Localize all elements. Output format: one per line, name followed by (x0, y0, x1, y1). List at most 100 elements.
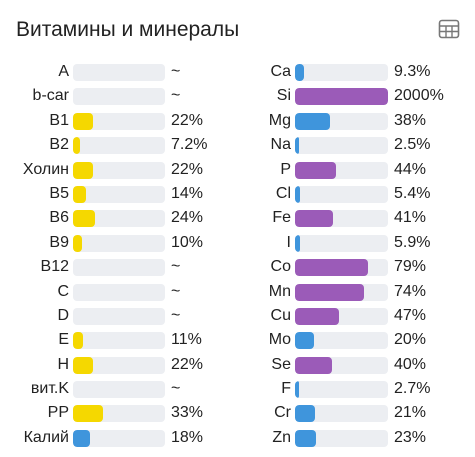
mineral-bar-fill (295, 283, 364, 301)
mineral-label: Fe (272, 209, 291, 227)
mineral-bar-track (295, 259, 388, 277)
mineral-row: P 44% (236, 158, 475, 182)
mineral-value: 41% (394, 209, 427, 227)
mineral-label: Na (270, 136, 291, 154)
mineral-value: 47% (394, 306, 427, 324)
vitamin-value: 10% (171, 233, 204, 251)
vitamin-bar-fill (73, 185, 86, 203)
vitamin-bar-track (73, 405, 165, 423)
mineral-label: I (286, 233, 291, 251)
vitamins-column: A ~ b-car ~ B1 22% B2 7.2% Холин 22% B5 14% B6 24% B9 1… (0, 60, 235, 450)
vitamin-row: D ~ (0, 304, 235, 328)
vitamin-row: Калий 18% (0, 426, 235, 450)
mineral-bar-fill (295, 64, 304, 81)
vitamin-label: B9 (49, 233, 69, 251)
mineral-row: Si 2000% (236, 84, 475, 108)
vitamin-value: 22% (171, 111, 204, 129)
mineral-label: Mo (268, 331, 291, 349)
mineral-label: Cu (270, 306, 291, 324)
vitamin-bar-track (73, 137, 165, 155)
mineral-row: Co 79% (236, 255, 475, 279)
vitamin-label: C (57, 282, 69, 300)
vitamin-bar-fill (73, 332, 84, 350)
vitamin-label: H (57, 355, 69, 373)
mineral-label: F (281, 380, 291, 398)
mineral-bar-track (295, 88, 388, 106)
vitamin-bar-fill (73, 429, 90, 447)
mineral-row: Mg 38% (236, 109, 475, 133)
mineral-row: Cu 47% (236, 304, 475, 328)
mineral-value: 2.5% (394, 136, 431, 154)
vitamin-label: B6 (49, 209, 69, 227)
mineral-bar-fill (295, 161, 336, 179)
vitamin-bar-track (73, 307, 165, 325)
mineral-value: 9.3% (394, 63, 431, 80)
vitamin-bar-track (73, 356, 165, 374)
vitamin-value: 11% (171, 331, 202, 349)
mineral-value: 40% (394, 355, 427, 373)
vitamin-value: ~ (171, 258, 181, 276)
mineral-row: Na 2.5% (236, 133, 475, 157)
mineral-bar-fill (295, 234, 301, 252)
vitamin-bar-fill (73, 161, 94, 179)
vitamin-value: 14% (171, 184, 204, 202)
mineral-value: 38% (394, 111, 427, 129)
mineral-bar-fill (295, 210, 334, 228)
vitamin-label: B2 (49, 136, 69, 154)
vitamin-value: 7.2% (171, 136, 208, 154)
vitamin-bar-track (73, 283, 165, 301)
vitamin-value: 33% (171, 404, 204, 422)
mineral-bar-track (295, 381, 388, 399)
mineral-bar-track (295, 185, 388, 203)
mineral-bar-track (295, 332, 388, 350)
mineral-bar-fill (295, 381, 299, 399)
vitamin-bar-track (73, 381, 165, 399)
mineral-label: Co (270, 258, 291, 276)
vitamin-bar-fill (73, 137, 80, 155)
mineral-bar-track (295, 161, 388, 179)
vitamin-bar-fill (73, 356, 94, 374)
mineral-bar-track (295, 307, 388, 325)
vitamin-bar-fill (73, 405, 104, 423)
vitamin-row: B5 14% (0, 182, 235, 206)
vitamin-row: B2 7.2% (0, 133, 235, 157)
vitamin-row: вит.K ~ (0, 377, 235, 401)
mineral-value: 2000% (394, 87, 444, 105)
table-grid-icon[interactable] (438, 18, 460, 40)
vitamin-value: 22% (171, 355, 204, 373)
vitamin-row: A ~ (0, 60, 235, 84)
vitamin-row: C ~ (0, 280, 235, 304)
mineral-value: 44% (394, 160, 427, 178)
vitamin-row: b-car ~ (0, 84, 235, 108)
mineral-row: Zn 23% (236, 426, 475, 450)
mineral-bar-track (295, 210, 388, 228)
vitamin-bar-fill (73, 112, 94, 130)
vitamin-label: b-car (32, 87, 69, 105)
vitamin-bar-track (73, 161, 165, 179)
mineral-label: P (280, 160, 291, 178)
mineral-bar-fill (295, 307, 339, 325)
page-title: Витамины и минералы (16, 18, 240, 41)
mineral-value: 21% (394, 404, 427, 422)
mineral-bar-fill (295, 429, 317, 447)
mineral-bar-track (295, 405, 388, 423)
mineral-row: F 2.7% (236, 377, 475, 401)
vitamin-value: ~ (171, 380, 181, 398)
mineral-row: Ca 9.3% (236, 60, 475, 84)
vitamin-value: ~ (171, 87, 181, 105)
mineral-value: 74% (394, 282, 427, 300)
mineral-bar-track (295, 429, 388, 447)
mineral-bar-fill (295, 356, 333, 374)
mineral-bar-track (295, 64, 388, 81)
mineral-bar-fill (295, 88, 388, 106)
vitamin-value: 22% (171, 160, 204, 178)
mineral-label: Cl (275, 184, 291, 202)
mineral-label: Se (271, 355, 291, 373)
vitamin-row: PP 33% (0, 401, 235, 425)
vitamin-value: ~ (171, 63, 181, 80)
vitamin-label: D (57, 306, 69, 324)
vitamin-value: 24% (171, 209, 204, 227)
mineral-label: Si (276, 87, 291, 105)
vitamin-value: 18% (171, 428, 204, 446)
mineral-row: Mn 74% (236, 280, 475, 304)
